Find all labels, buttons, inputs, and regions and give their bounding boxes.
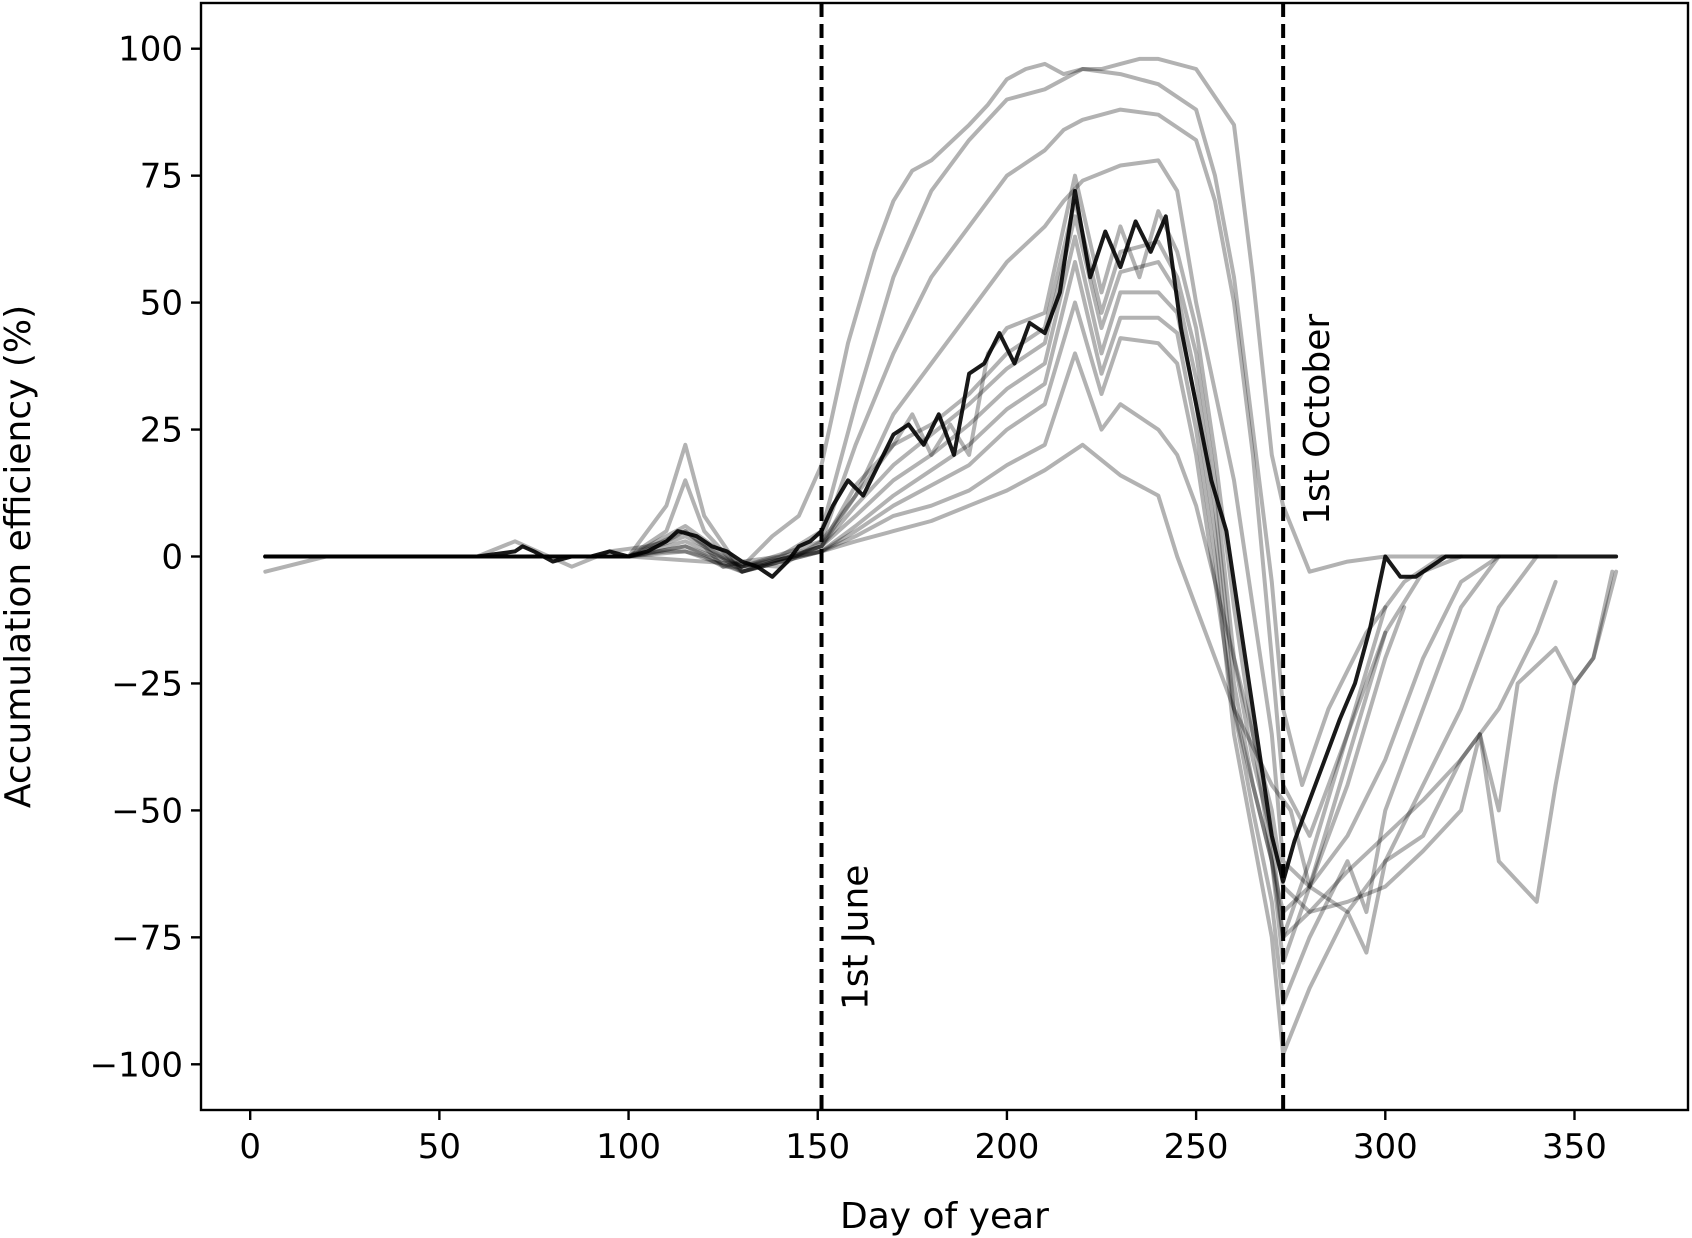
x-axis-label: Day of year: [840, 1196, 1049, 1237]
x-tick-label: 50: [418, 1127, 461, 1167]
y-tick-label: −25: [111, 664, 183, 704]
x-tick-label: 0: [239, 1127, 261, 1167]
series-line-13: [263, 188, 1619, 884]
y-tick-label: 100: [118, 30, 183, 70]
y-tick-label: −75: [111, 918, 183, 958]
vline-annotation-1: 1st June: [836, 865, 877, 1011]
series-line-10: [263, 300, 1558, 940]
y-axis-ticks: 100 75 50 25 0 −25 −50 −75 −100: [90, 30, 201, 1085]
series-line-1: [263, 56, 1539, 574]
series-line-7: [263, 214, 1388, 965]
series-line-2: [263, 67, 1558, 787]
x-tick-label: 300: [1353, 1127, 1418, 1167]
series-layer: [263, 56, 1619, 1057]
x-axis-ticks: 0 50 100 150 200 250 300 350: [239, 1110, 1607, 1167]
series-line-3: [263, 107, 1463, 838]
x-tick-label: 150: [785, 1127, 850, 1167]
series-line-11: [263, 351, 1615, 914]
y-axis-label: Accumulation efficiency (%): [0, 305, 39, 808]
y-tick-label: 25: [140, 411, 183, 451]
y-tick-label: 50: [140, 284, 183, 324]
y-tick-label: 0: [161, 538, 183, 578]
series-line-8: [263, 234, 1501, 1006]
x-tick-label: 350: [1542, 1127, 1607, 1167]
y-tick-label: −50: [111, 791, 183, 831]
x-tick-label: 200: [974, 1127, 1039, 1167]
series-line-12: [263, 442, 1619, 914]
x-tick-label: 250: [1164, 1127, 1229, 1167]
series-line-9: [263, 260, 1539, 1057]
x-tick-label: 100: [596, 1127, 661, 1167]
vline-layer: 1st June 1st October: [819, 3, 1338, 1110]
vline-annotation-2: 1st October: [1297, 314, 1338, 525]
y-tick-label: 75: [140, 157, 183, 197]
y-tick-label: −100: [90, 1045, 183, 1085]
